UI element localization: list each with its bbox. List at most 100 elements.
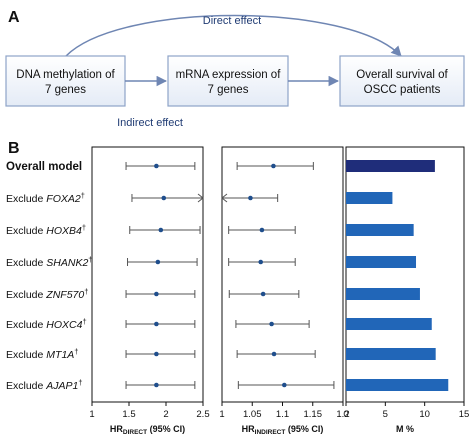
x-axis-title-sub: DIRECT	[123, 429, 147, 435]
direct-effect-arrow	[65, 14, 402, 57]
m-percent-bar	[346, 192, 393, 204]
m-percent-bar	[346, 288, 420, 300]
direct-effect-label: Direct effect	[203, 15, 262, 27]
x-tick-label: 2	[163, 409, 168, 420]
row-label-dagger: †	[88, 255, 92, 264]
x-tick-label: 1.05	[243, 409, 262, 420]
m-percent-bar	[346, 348, 436, 360]
point-estimate	[154, 291, 159, 297]
point-estimate	[258, 259, 264, 265]
row-label-dagger: †	[84, 287, 88, 296]
row-label: Exclude ZNF570†	[6, 287, 88, 301]
survival-box	[339, 55, 465, 107]
point-estimate	[154, 163, 159, 169]
x-tick-label: 1	[89, 409, 94, 420]
x-tick-label: 1.2	[336, 409, 349, 420]
methylation-box	[5, 55, 126, 107]
survival-box-line1: Overall survival of	[356, 69, 448, 81]
row-label-dagger: †	[74, 347, 78, 356]
row-label-gene: HOXC4	[46, 319, 82, 331]
x-tick-label: 1.5	[122, 409, 135, 420]
row-label: Exclude AJAP1†	[6, 378, 83, 392]
methylation-box-line2: 7 genes	[45, 84, 86, 96]
x-axis-title: HRINDIRECT (95% CI)	[242, 424, 324, 435]
mrna-box-line2: 7 genes	[208, 84, 249, 96]
point-estimate	[154, 351, 159, 357]
row-label-dagger: †	[82, 317, 86, 326]
x-tick-label: 15	[459, 409, 470, 420]
chart-hr-indirect: 1 1.05 1.1 1.15 1.2 HRINDIRECT (95% CI)	[219, 146, 350, 435]
ci-arrow-right	[197, 193, 204, 203]
row-label-prefix: Exclude	[6, 349, 46, 361]
row-label-prefix: Exclude	[6, 193, 46, 205]
x-axis-title-tail: (95% CI)	[147, 424, 185, 434]
plot-frame	[221, 146, 344, 403]
panel-a-letter: A	[8, 9, 20, 26]
row-label-gene: MT1A	[46, 349, 74, 361]
point-estimate	[282, 382, 287, 388]
row-label-prefix: Exclude	[6, 289, 46, 301]
row-label-gene: HOXB4	[46, 225, 82, 237]
point-estimate	[259, 227, 265, 233]
x-axis-title-tail: (95% CI)	[285, 424, 323, 434]
mrna-box-line1: mRNA expression of	[176, 69, 282, 81]
chart-m-percent: 0 5 10 15 M %	[343, 146, 470, 434]
chart-hr-direct: 1 1.5 2 2.5 HRDIRECT (95% CI)	[89, 146, 210, 435]
point-estimate	[271, 351, 277, 357]
point-estimate	[154, 382, 159, 388]
panel-b-letter: B	[8, 140, 20, 157]
indirect-effect-label: Indirect effect	[117, 117, 183, 129]
panel-a: A Direct effect DNA methylation of 7 gen…	[5, 9, 465, 129]
row-label-dagger: †	[81, 191, 85, 200]
x-axis-title-main: HR	[110, 424, 123, 434]
x-axis-title: HRDIRECT (95% CI)	[110, 424, 185, 435]
row-label-gene: AJAP1	[45, 380, 78, 392]
row-label-prefix: Exclude	[6, 380, 46, 392]
row-label: Exclude FOXA2†	[6, 191, 85, 205]
row-label-dagger: †	[82, 223, 86, 232]
row-label: Exclude MT1A†	[6, 347, 78, 361]
point-estimate	[248, 195, 253, 201]
row-label-prefix: Overall model	[6, 161, 82, 173]
point-estimate	[161, 195, 167, 201]
x-axis-title-sub: INDIRECT	[255, 429, 286, 435]
point-estimate	[260, 291, 266, 297]
row-label: Exclude HOXC4†	[6, 317, 87, 331]
row-label-dagger: †	[78, 378, 82, 387]
row-label-gene: ZNF570	[45, 289, 84, 301]
point-estimate	[269, 321, 274, 327]
methylation-box-line1: DNA methylation of	[16, 69, 115, 81]
x-tick-label: 1.1	[276, 409, 289, 420]
row-label-prefix: Exclude	[6, 319, 46, 331]
m-percent-bar	[346, 224, 414, 236]
m-percent-bar	[346, 318, 432, 330]
m-percent-bar	[346, 256, 417, 268]
x-axis-title: M %	[396, 424, 414, 434]
mrna-box	[167, 55, 289, 107]
survival-box-line2: OSCC patients	[364, 84, 441, 96]
x-tick-label: 1.15	[304, 409, 323, 420]
row-label: Exclude SHANK2†	[6, 255, 92, 269]
ci-arrow-left	[221, 193, 228, 203]
m-percent-bar	[346, 160, 435, 172]
plot-frame	[91, 146, 204, 403]
x-axis-title-main: HR	[242, 424, 255, 434]
row-label: Overall model	[6, 161, 82, 173]
row-label-gene: FOXA2	[46, 193, 81, 205]
point-estimate	[155, 259, 161, 265]
point-estimate	[158, 227, 164, 233]
point-estimate	[271, 163, 276, 169]
x-tick-label: 1	[219, 409, 224, 420]
point-estimate	[154, 321, 159, 327]
row-label-gene: SHANK2	[46, 257, 88, 269]
x-tick-label: 2.5	[196, 409, 209, 420]
row-label-prefix: Exclude	[6, 257, 46, 269]
row-label: Exclude HOXB4†	[6, 223, 86, 237]
x-tick-label: 5	[383, 409, 388, 420]
x-tick-label: 0	[343, 409, 348, 420]
row-label-prefix: Exclude	[6, 225, 46, 237]
plot-frame	[345, 146, 465, 403]
